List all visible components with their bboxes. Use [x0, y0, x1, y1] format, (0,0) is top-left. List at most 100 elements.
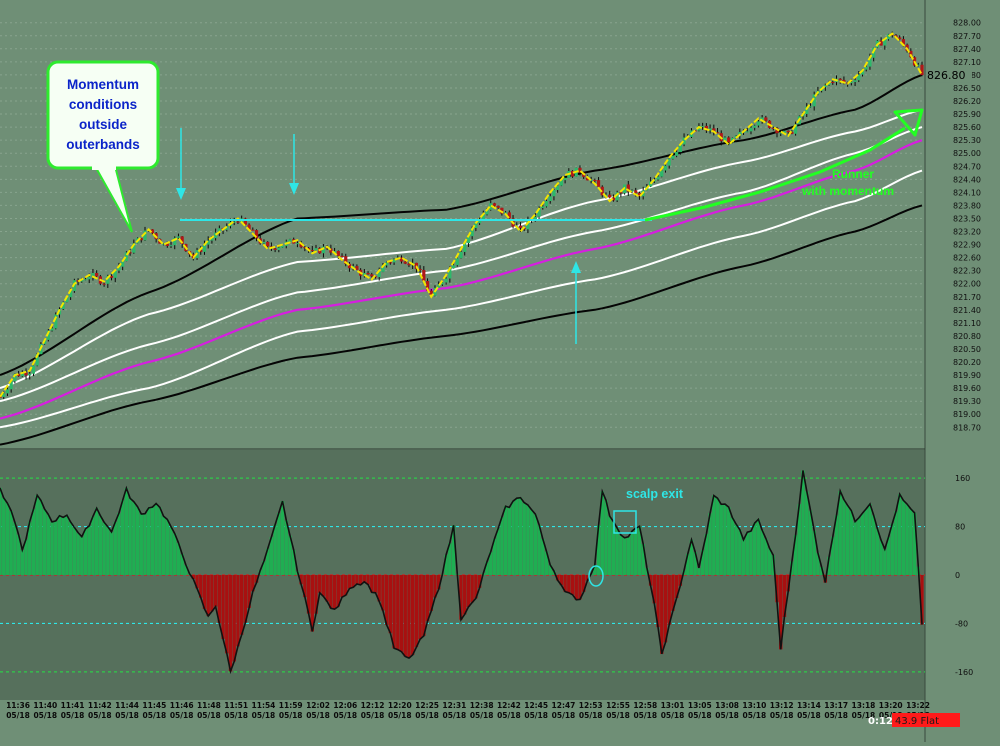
candle-up	[485, 209, 489, 215]
candle-up	[708, 128, 712, 131]
time-tick-label: 12:31	[442, 701, 466, 710]
candle-down	[425, 281, 430, 291]
candle-up	[69, 290, 73, 298]
candle-up	[225, 226, 229, 230]
candle-up	[121, 261, 125, 267]
runner-arrow	[644, 108, 924, 222]
ma-line-yellow	[0, 32, 923, 398]
candle-up	[563, 177, 567, 181]
price-tick-label: 819.00	[953, 410, 981, 419]
candle-down	[251, 229, 255, 231]
candle-down	[95, 272, 99, 277]
date-tick-label: 05/18	[552, 711, 576, 720]
candle-down	[611, 197, 616, 201]
date-tick-label: 05/18	[661, 711, 685, 720]
runner-label-line-1: Runner	[832, 167, 874, 181]
price-tick-label: 820.80	[953, 332, 981, 341]
candle-up	[87, 276, 91, 280]
date-tick-label: 05/18	[224, 711, 248, 720]
candle-up	[444, 278, 448, 283]
candle-down	[366, 273, 370, 275]
osc-tick-label: -160	[955, 668, 973, 677]
candle-down	[626, 184, 630, 192]
price-tick-label: 823.80	[953, 201, 981, 210]
price-tick-label: 818.70	[953, 423, 981, 432]
candle-up	[217, 228, 221, 233]
candle-down	[838, 78, 842, 80]
candle-down	[399, 257, 404, 262]
price-tick-label: 822.30	[953, 267, 981, 276]
candle-up	[455, 258, 459, 266]
candle-up	[132, 243, 136, 253]
candle-up	[864, 66, 868, 70]
date-tick-label: 05/18	[388, 711, 412, 720]
price-tick-label: 824.70	[953, 162, 981, 171]
candle-up	[537, 207, 541, 217]
candle-down	[831, 81, 835, 83]
date-tick-label: 05/18	[115, 711, 139, 720]
date-tick-label: 05/18	[170, 711, 194, 720]
timer-label: 0:12	[868, 716, 893, 727]
candle-down	[786, 130, 790, 133]
candle-down	[727, 137, 731, 143]
candle-up	[812, 94, 816, 107]
price-tick-label: 825.60	[953, 123, 981, 132]
time-tick-label: 13:08	[715, 701, 739, 710]
candle-down	[299, 243, 303, 248]
candle-down	[347, 263, 352, 269]
candle-up	[463, 243, 467, 252]
date-tick-label: 05/18	[470, 711, 494, 720]
candle-up	[745, 131, 749, 133]
candle-up	[440, 282, 445, 285]
callout-line-3: outside	[79, 117, 127, 132]
price-tick-label: 819.30	[953, 397, 981, 406]
entry-circle-marker	[588, 565, 604, 587]
price-tick-label: 823.50	[953, 214, 981, 223]
price-tick-label: 822.90	[953, 241, 981, 250]
candle-down	[492, 203, 497, 206]
candle-down	[243, 218, 247, 225]
candle-up	[321, 246, 326, 254]
cyan-arrow-down-2	[289, 134, 299, 195]
time-tick-label: 12:06	[333, 701, 357, 710]
candle-up	[161, 243, 166, 245]
candle-down	[199, 250, 203, 252]
time-tick-label: 12:12	[361, 701, 385, 710]
time-tick-label: 13:01	[661, 701, 685, 710]
price-tick-label: 827.40	[953, 45, 981, 54]
candle-up	[117, 266, 121, 271]
date-tick-label: 05/18	[306, 711, 330, 720]
candle-up	[288, 239, 292, 242]
candle-down	[418, 268, 422, 271]
candle-up	[83, 279, 88, 281]
time-tick-label: 12:02	[306, 701, 330, 710]
candle-down	[429, 290, 433, 296]
date-tick-label: 05/18	[252, 711, 276, 720]
candle-up	[793, 124, 798, 134]
candle-up	[782, 130, 787, 133]
scalp-exit-marker	[613, 510, 637, 534]
candle-down	[901, 39, 906, 45]
price-tick-label: 821.10	[953, 319, 981, 328]
candle-down	[388, 262, 392, 264]
ma-line-white	[0, 169, 923, 429]
candle-up	[91, 272, 95, 277]
candle-up	[663, 165, 668, 171]
osc-tick-label: 80	[955, 523, 965, 532]
date-tick-label: 05/18	[361, 711, 385, 720]
candle-up	[853, 80, 857, 82]
time-tick-label: 13:18	[852, 701, 876, 710]
time-tick-label: 11:44	[115, 701, 139, 710]
candle-down	[898, 37, 902, 40]
time-tick-label: 13:20	[879, 701, 903, 710]
candle-down	[370, 274, 374, 277]
candle-down	[24, 372, 28, 376]
osc-tick-label: 160	[955, 474, 970, 483]
candle-up	[559, 180, 563, 186]
candle-down	[500, 207, 504, 214]
time-tick-label: 12:58	[633, 701, 657, 710]
osc-tick-label: -80	[955, 619, 968, 628]
candle-down	[254, 230, 259, 239]
current-price-label: 826.80	[927, 69, 966, 82]
